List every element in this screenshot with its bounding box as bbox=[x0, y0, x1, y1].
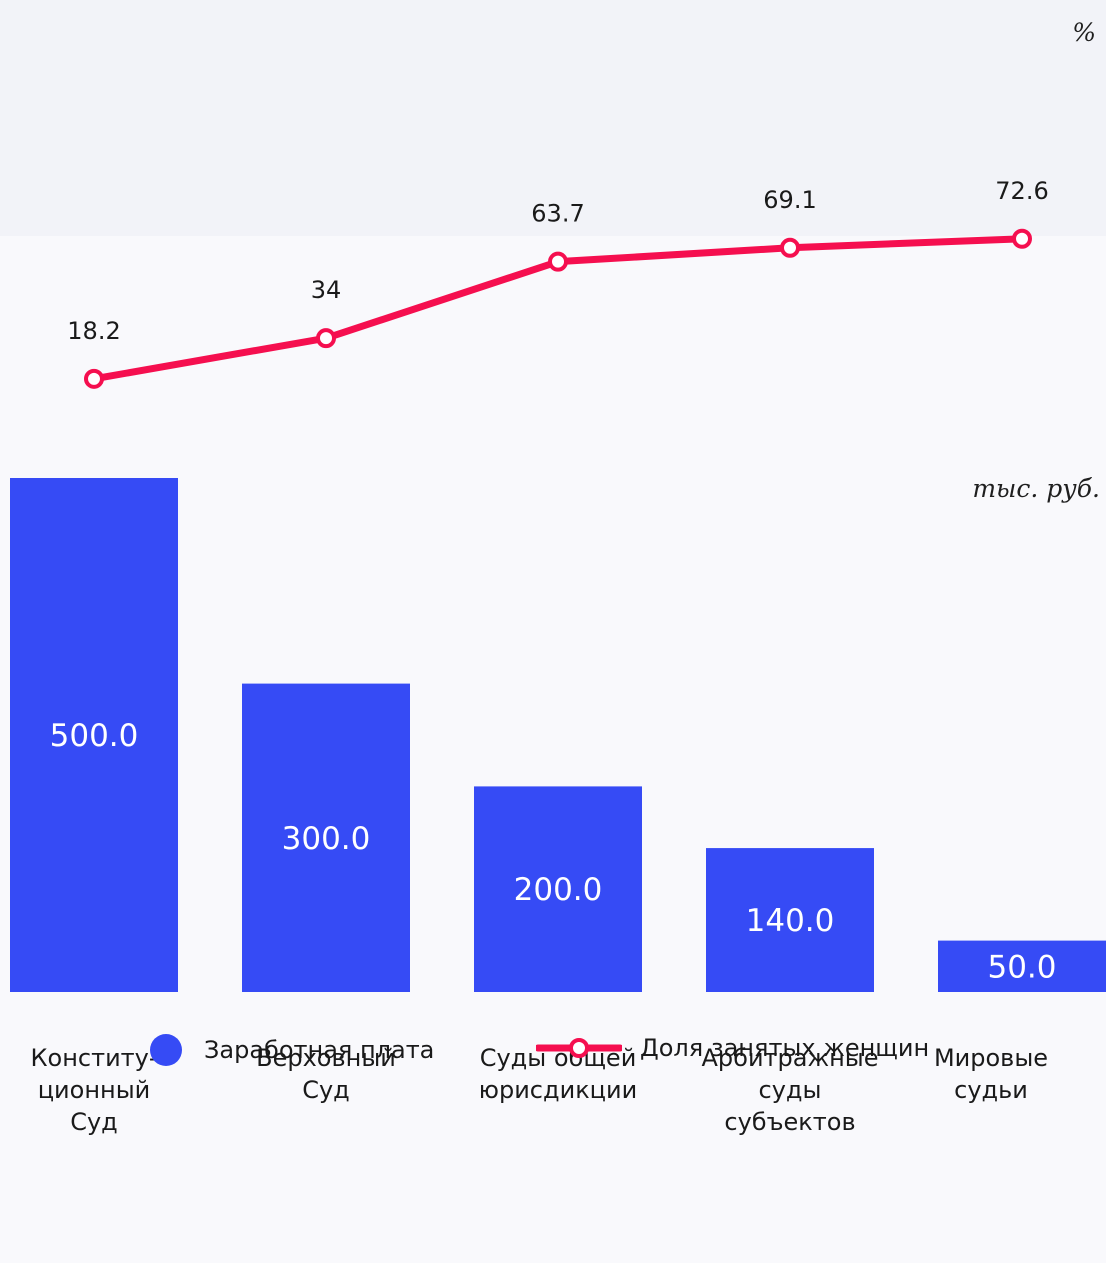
category-label: Мировые судьи bbox=[933, 1044, 1049, 1104]
line-point bbox=[548, 251, 568, 272]
category-label: Верховный Суд bbox=[256, 1044, 396, 1104]
line-point bbox=[316, 328, 336, 349]
legend-line-label: Доля занятых женщин bbox=[640, 1034, 930, 1062]
line-chart-panel bbox=[0, 0, 1106, 236]
bar-value-label: 140.0 bbox=[746, 903, 835, 939]
bar-value-label: 500.0 bbox=[50, 718, 139, 754]
bar-value-label: 200.0 bbox=[514, 872, 603, 908]
bar-value-label: 300.0 bbox=[282, 821, 371, 857]
bar bbox=[706, 848, 874, 992]
line-value-label: 72.6 bbox=[995, 177, 1048, 205]
line-value-label: 63.7 bbox=[531, 200, 584, 228]
bar-unit-label: тыс. руб. bbox=[972, 474, 1100, 503]
legend: Заработная плата Доля занятых женщин bbox=[0, 1034, 1106, 1074]
line-point bbox=[1012, 228, 1032, 249]
line-value-label: 18.2 bbox=[67, 317, 120, 345]
legend-item-salary: Заработная плата bbox=[150, 1034, 434, 1066]
legend-bar-swatch-icon bbox=[150, 1034, 182, 1066]
bar bbox=[474, 786, 642, 992]
category-label: Арбитражные суды субъектов bbox=[701, 1044, 879, 1136]
legend-line-swatch-icon bbox=[536, 1038, 622, 1058]
line-unit-label: % bbox=[1072, 18, 1096, 47]
line-value-label: 34 bbox=[311, 276, 342, 304]
line-point bbox=[84, 368, 104, 389]
legend-bar-label: Заработная плата bbox=[204, 1036, 435, 1064]
legend-item-women-share: Доля занятых женщин bbox=[536, 1034, 929, 1062]
line-point bbox=[780, 237, 800, 258]
bar bbox=[242, 683, 410, 992]
category-label: Конститу- ционный Суд bbox=[30, 1044, 158, 1136]
line-value-label: 69.1 bbox=[763, 186, 816, 214]
bar-value-label: 50.0 bbox=[987, 949, 1056, 985]
bar bbox=[10, 478, 178, 992]
bar bbox=[938, 940, 1106, 992]
bar-chart-panel bbox=[0, 236, 1106, 1263]
